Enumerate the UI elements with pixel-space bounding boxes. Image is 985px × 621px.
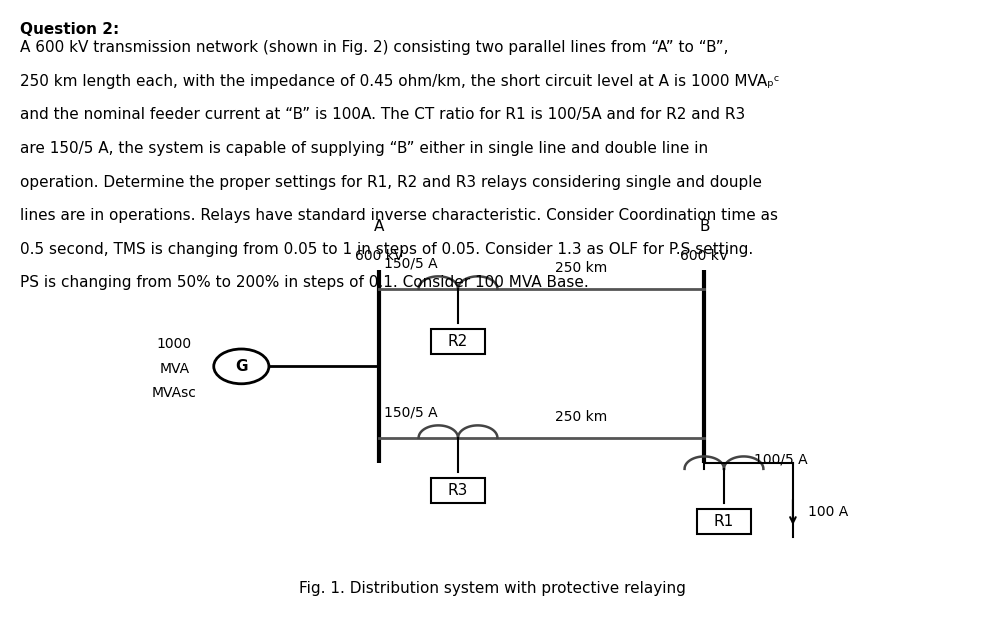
Text: G: G: [235, 359, 247, 374]
Text: MVAsc: MVAsc: [152, 386, 197, 401]
Text: lines are in operations. Relays have standard inverse characteristic. Consider C: lines are in operations. Relays have sta…: [20, 208, 778, 223]
Text: PS is changing from 50% to 200% in steps of 0.1. Consider 100 MVA Base.: PS is changing from 50% to 200% in steps…: [20, 275, 588, 290]
Text: R2: R2: [448, 334, 468, 349]
Text: 150/5 A: 150/5 A: [384, 405, 437, 419]
Circle shape: [214, 349, 269, 384]
Text: R1: R1: [714, 514, 734, 529]
Text: 250 km length each, with the impedance of 0.45 ohm/km, the short circuit level a: 250 km length each, with the impedance o…: [20, 74, 779, 89]
Bar: [697, 509, 752, 534]
Text: 1000: 1000: [157, 337, 192, 351]
Text: and the nominal feeder current at “B” is 100A. The CT ratio for R1 is 100/5A and: and the nominal feeder current at “B” is…: [20, 107, 745, 122]
Text: 250 km: 250 km: [555, 261, 608, 275]
Text: 150/5 A: 150/5 A: [384, 256, 437, 270]
Bar: [431, 329, 486, 354]
Text: 0.5 second, TMS is changing from 0.05 to 1 in steps of 0.05. Consider 1.3 as OLF: 0.5 second, TMS is changing from 0.05 to…: [20, 242, 753, 256]
Text: B: B: [699, 219, 709, 234]
Text: A 600 kV transmission network (shown in Fig. 2) consisting two parallel lines fr: A 600 kV transmission network (shown in …: [20, 40, 728, 55]
Text: MVA: MVA: [160, 363, 189, 376]
Text: Fig. 1. Distribution system with protective relaying: Fig. 1. Distribution system with protect…: [299, 581, 686, 596]
Text: 250 km: 250 km: [555, 410, 608, 424]
Text: R3: R3: [448, 483, 468, 498]
Text: are 150/5 A, the system is capable of supplying “B” either in single line and do: are 150/5 A, the system is capable of su…: [20, 141, 708, 156]
Text: 100/5 A: 100/5 A: [754, 453, 807, 466]
Text: 100 A: 100 A: [808, 505, 848, 519]
Text: operation. Determine the proper settings for R1, R2 and R3 relays considering si: operation. Determine the proper settings…: [20, 175, 761, 189]
Text: 600 kV: 600 kV: [680, 248, 729, 263]
Text: 600 kV: 600 kV: [355, 248, 404, 263]
Text: Question 2:: Question 2:: [20, 22, 119, 37]
Text: A: A: [374, 219, 384, 234]
Bar: [431, 478, 486, 503]
